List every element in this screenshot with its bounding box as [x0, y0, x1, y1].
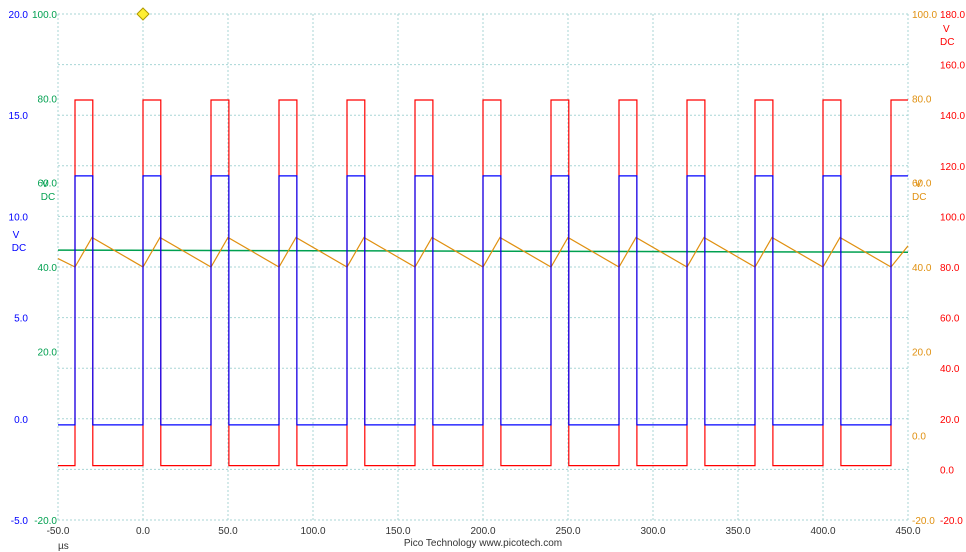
- green-axis-tick: 80.0: [38, 94, 58, 105]
- orange-axis-tick: -20.0: [912, 516, 935, 527]
- orange-axis-unit: DC: [912, 192, 926, 203]
- orange-axis-unit: V: [915, 179, 922, 190]
- red-axis-tick: 160.0: [940, 61, 965, 72]
- red-axis-tick: 40.0: [940, 364, 960, 375]
- x-tick-label: 300.0: [640, 526, 665, 537]
- orange-axis-tick: 0.0: [912, 432, 926, 443]
- orange-axis-tick: 20.0: [912, 347, 932, 358]
- red-axis-unit: V: [943, 24, 950, 35]
- green-axis-tick: 100.0: [32, 10, 57, 21]
- x-tick-label: 150.0: [385, 526, 410, 537]
- green-axis-tick: 20.0: [38, 347, 58, 358]
- red-axis-tick: 180.0: [940, 10, 965, 21]
- x-tick-label: 450.0: [895, 526, 920, 537]
- orange-axis-tick: 100.0: [912, 10, 937, 21]
- green-axis-tick: 40.0: [38, 263, 58, 274]
- blue-axis-tick: 20.0: [9, 10, 29, 21]
- trigger-marker: [136, 7, 150, 21]
- x-tick-label: 400.0: [810, 526, 835, 537]
- blue-axis-tick: 10.0: [9, 212, 29, 223]
- blue-series-line: [58, 175, 908, 426]
- red-axis-tick: -20.0: [940, 516, 963, 527]
- x-tick-label: 50.0: [218, 526, 238, 537]
- x-tick-label: 200.0: [470, 526, 495, 537]
- x-tick-label: 0.0: [136, 526, 150, 537]
- red-axis-tick: 100.0: [940, 212, 965, 223]
- x-unit-label: µs: [58, 541, 69, 552]
- red-axis-tick: 140.0: [940, 111, 965, 122]
- footer-brand: Pico Technology www.picotech.com: [403, 538, 563, 549]
- red-axis-tick: 60.0: [940, 314, 960, 325]
- blue-axis-tick: 15.0: [9, 111, 29, 122]
- red-axis-tick: 0.0: [940, 465, 954, 476]
- x-tick-label: 250.0: [555, 526, 580, 537]
- x-tick-label: -50.0: [47, 526, 70, 537]
- blue-axis-tick: 5.0: [14, 314, 28, 325]
- blue-axis-tick: 0.0: [14, 415, 28, 426]
- blue-axis-unit: V: [13, 230, 20, 241]
- red-axis-tick: 120.0: [940, 162, 965, 173]
- orange-axis-tick: 40.0: [912, 263, 932, 274]
- x-tick-label: 100.0: [300, 526, 325, 537]
- green-axis-unit: V: [42, 179, 49, 190]
- red-axis-tick: 80.0: [940, 263, 960, 274]
- orange-axis-tick: 80.0: [912, 94, 932, 105]
- orange-axis-tick: 60.0: [912, 179, 932, 190]
- blue-axis-unit: DC: [12, 243, 26, 254]
- green-axis-tick: -20.0: [34, 516, 57, 527]
- red-axis-tick: 20.0: [940, 415, 960, 426]
- green-axis-unit: DC: [41, 192, 55, 203]
- blue-axis-tick: -5.0: [11, 516, 29, 527]
- x-tick-label: 350.0: [725, 526, 750, 537]
- red-axis-unit: DC: [940, 37, 954, 48]
- green-axis-tick: 60.0: [38, 179, 58, 190]
